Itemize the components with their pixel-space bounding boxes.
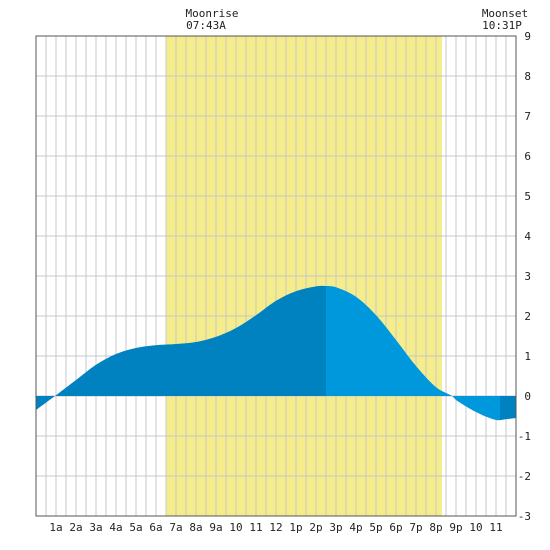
- moonrise-label: Moonrise: [186, 7, 239, 20]
- moonrise-time: 07:43A: [186, 19, 226, 32]
- y-tick-label: 1: [524, 350, 531, 363]
- grid: [36, 36, 516, 516]
- x-tick-label: 12: [269, 521, 282, 534]
- tide-area-dark-series-end: [500, 396, 516, 421]
- y-tick-labels: -3 -2 -1 0 1 2 3 4 5 6 7 8 9: [518, 30, 532, 523]
- x-tick-label: 5p: [369, 521, 382, 534]
- x-tick-label: 1p: [289, 521, 302, 534]
- y-tick-label: 4: [524, 230, 531, 243]
- x-tick-label: 8a: [189, 521, 202, 534]
- y-tick-label: 0: [524, 390, 531, 403]
- moonset-time: 10:31P: [482, 19, 522, 32]
- x-tick-label: 6a: [149, 521, 162, 534]
- x-tick-label: 9p: [449, 521, 462, 534]
- y-tick-label: 3: [524, 270, 531, 283]
- x-tick-label: 8p: [429, 521, 442, 534]
- y-tick-label: -3: [518, 510, 531, 523]
- y-tick-label: -2: [518, 470, 531, 483]
- y-tick-label: 2: [524, 310, 531, 323]
- moonset-label: Moonset: [482, 7, 528, 20]
- y-tick-label: -1: [518, 430, 531, 443]
- x-tick-label: 11: [489, 521, 502, 534]
- x-tick-label: 3a: [89, 521, 102, 534]
- x-tick-label: 5a: [129, 521, 142, 534]
- x-tick-label: 4a: [109, 521, 122, 534]
- y-tick-label: 8: [524, 70, 531, 83]
- x-tick-label: 9a: [209, 521, 222, 534]
- y-tick-label: 6: [524, 150, 531, 163]
- tide-area-light-series: [326, 286, 500, 421]
- x-tick-label: 3p: [329, 521, 342, 534]
- y-tick-label: 9: [524, 30, 531, 43]
- x-tick-label: 10: [229, 521, 242, 534]
- x-tick-label: 6p: [389, 521, 402, 534]
- tide-area-dark-series: [36, 285, 326, 410]
- x-tick-label: 11: [249, 521, 262, 534]
- x-tick-label: 2p: [309, 521, 322, 534]
- x-tick-label: 1a: [49, 521, 62, 534]
- y-tick-label: 5: [524, 190, 531, 203]
- x-tick-label: 4p: [349, 521, 362, 534]
- x-tick-label: 7p: [409, 521, 422, 534]
- x-tick-label: 7a: [169, 521, 182, 534]
- plot-border: [35, 35, 517, 517]
- y-tick-label: 7: [524, 110, 531, 123]
- x-tick-labels: 1a 2a 3a 4a 5a 6a 7a 8a 9a 10 11 12 1p 2p 3p 4p 5p 6p 7p 8p…: [49, 521, 502, 534]
- x-tick-label: 10: [469, 521, 482, 534]
- x-tick-label: 2a: [69, 521, 82, 534]
